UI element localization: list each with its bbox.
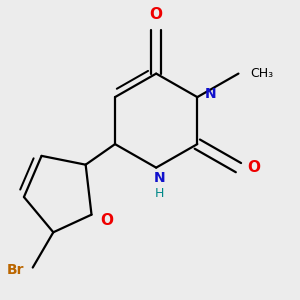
Text: H: H: [154, 187, 164, 200]
Text: O: O: [150, 7, 163, 22]
Text: O: O: [247, 160, 260, 175]
Text: N: N: [153, 171, 165, 184]
Text: CH₃: CH₃: [250, 67, 273, 80]
Text: Br: Br: [6, 263, 24, 278]
Text: N: N: [205, 87, 216, 101]
Text: O: O: [100, 213, 113, 228]
